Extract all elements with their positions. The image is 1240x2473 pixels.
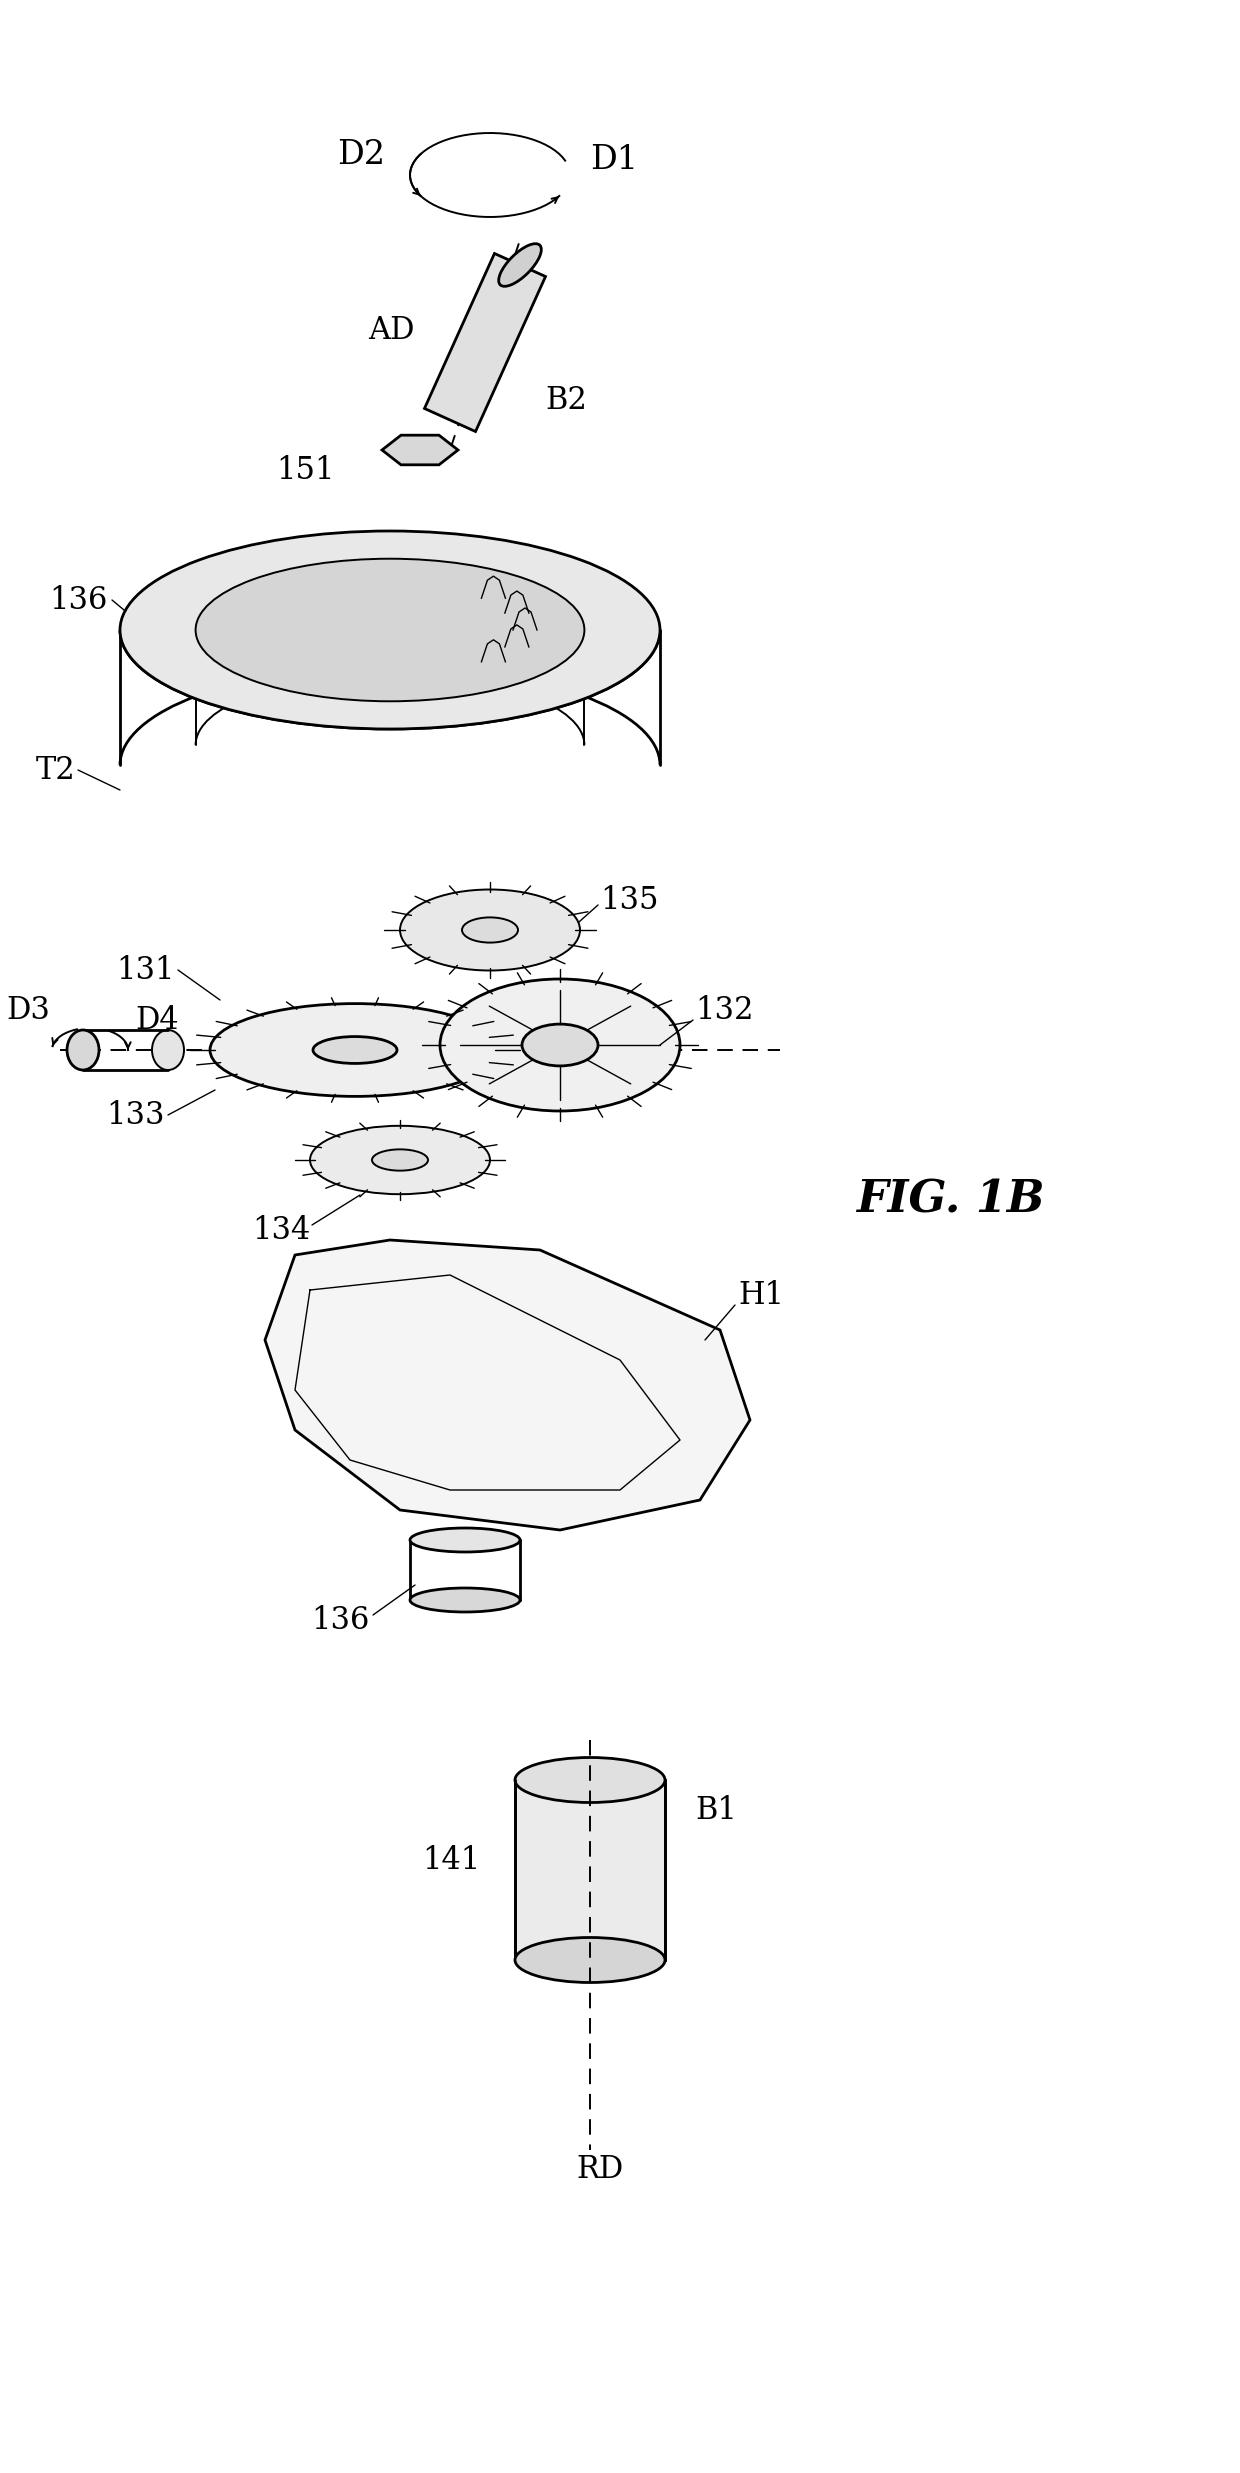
Ellipse shape	[310, 1125, 490, 1194]
Text: 141: 141	[422, 1845, 480, 1875]
Ellipse shape	[210, 1004, 500, 1096]
Ellipse shape	[515, 1758, 665, 1803]
Text: D1: D1	[590, 143, 639, 176]
Ellipse shape	[312, 1036, 397, 1063]
Ellipse shape	[67, 1029, 99, 1071]
Text: 134: 134	[252, 1214, 310, 1246]
Text: 136: 136	[311, 1605, 370, 1635]
Text: RD: RD	[577, 2154, 624, 2186]
Ellipse shape	[372, 1150, 428, 1170]
Ellipse shape	[401, 890, 580, 969]
Ellipse shape	[463, 917, 518, 942]
Text: D4: D4	[135, 1004, 179, 1036]
Ellipse shape	[440, 979, 680, 1110]
Text: D3: D3	[6, 994, 50, 1026]
Text: 131: 131	[117, 955, 175, 987]
Polygon shape	[424, 252, 546, 430]
Ellipse shape	[522, 1024, 598, 1066]
Text: H1: H1	[738, 1279, 784, 1311]
Text: 132: 132	[694, 994, 754, 1026]
Text: 136: 136	[50, 584, 108, 616]
Polygon shape	[382, 435, 458, 465]
Text: D2: D2	[337, 138, 384, 171]
Ellipse shape	[153, 1029, 184, 1071]
Text: AD: AD	[368, 314, 415, 346]
Text: 133: 133	[107, 1100, 165, 1130]
Ellipse shape	[498, 245, 542, 287]
Ellipse shape	[410, 1528, 520, 1553]
Ellipse shape	[120, 532, 660, 730]
Ellipse shape	[410, 1588, 520, 1612]
Ellipse shape	[515, 1936, 665, 1983]
Text: 135: 135	[600, 885, 658, 915]
Ellipse shape	[196, 559, 584, 702]
Text: B2: B2	[546, 383, 587, 415]
Polygon shape	[265, 1239, 750, 1531]
Text: FIG. 1B: FIG. 1B	[856, 1180, 1044, 1222]
Polygon shape	[515, 1781, 665, 1961]
Text: 151: 151	[277, 455, 335, 485]
Text: B1: B1	[694, 1795, 737, 1825]
Text: T2: T2	[35, 754, 74, 786]
